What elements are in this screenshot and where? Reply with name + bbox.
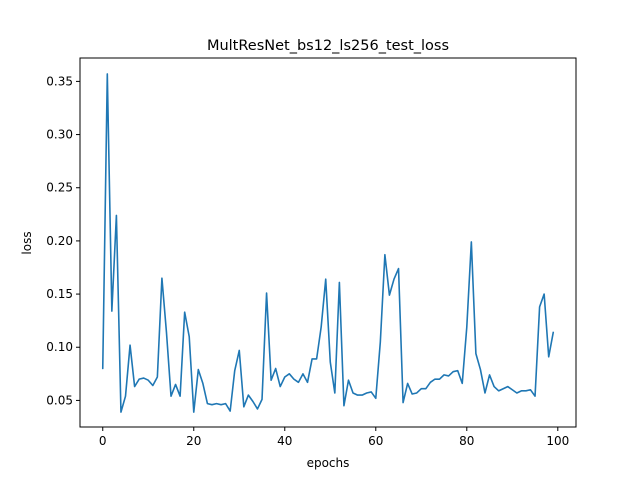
series-line [101,73,555,413]
y-tick-label: 0.25 [46,181,73,195]
y-tick-label: 0.35 [46,74,73,88]
series-layer [101,73,555,413]
x-tick-label: 80 [459,434,474,448]
y-tick-label: 0.10 [46,340,73,354]
y-tick-label: 0.20 [46,234,73,248]
x-tick-label: 0 [99,434,107,448]
y-tick-label: 0.05 [46,393,73,407]
chart-title: MultResNet_bs12_ls256_test_loss [207,38,449,54]
x-tick-label: 20 [186,434,201,448]
y-tick-label: 0.15 [46,287,73,301]
plot-frame [79,57,577,428]
x-tick-label: 60 [368,434,383,448]
y-axis-ticks: 0.05 0.10 0.15 0.20 0.25 0.30 0.35 [46,74,80,407]
y-tick-label: 0.30 [46,128,73,142]
x-axis-ticks: 0 20 40 60 80 100 [99,427,569,448]
x-axis-label: epochs [307,456,350,470]
y-axis-label: loss [20,231,34,254]
x-tick-label: 100 [546,434,569,448]
x-tick-label: 40 [277,434,292,448]
